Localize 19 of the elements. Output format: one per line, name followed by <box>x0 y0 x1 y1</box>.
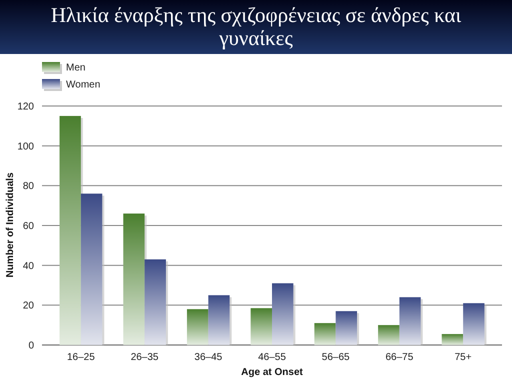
y-axis-title: Number of Individuals <box>5 172 16 278</box>
y-tick-label: 20 <box>22 300 34 312</box>
x-tick-label: 66–75 <box>385 352 414 363</box>
y-tick-label: 60 <box>22 221 34 232</box>
chart-title: Ηλικία έναρξης της σχιζοφρένειας σε άνδρες και γυναίκες <box>50 3 462 50</box>
x-tick-label: 26–35 <box>130 352 159 363</box>
legend-label: Men <box>66 62 86 74</box>
legend-label: Women <box>66 80 100 90</box>
y-tick-label: 80 <box>22 181 34 192</box>
x-tick-label: 56–65 <box>322 352 350 363</box>
x-tick-label: 16–25 <box>66 352 96 363</box>
x-tick-label: 75+ <box>454 352 472 363</box>
y-tick-label: 100 <box>17 141 34 152</box>
y-tick-label: 40 <box>22 260 34 272</box>
x-tick-label: 46–55 <box>258 352 286 363</box>
x-axis-title: Age at Onset <box>241 367 304 378</box>
y-tick-label: 120 <box>17 102 34 112</box>
x-tick-label: 36–45 <box>194 352 223 363</box>
y-tick-label: 0 <box>28 340 34 352</box>
